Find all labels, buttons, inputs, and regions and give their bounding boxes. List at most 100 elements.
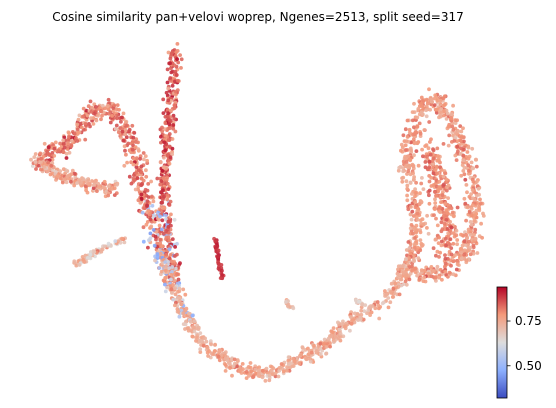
data-point	[69, 172, 74, 177]
data-point	[113, 239, 118, 244]
data-point	[158, 160, 163, 165]
data-point	[75, 122, 80, 127]
data-point	[397, 165, 402, 170]
data-point	[463, 177, 468, 182]
data-point	[331, 326, 336, 330]
data-point	[427, 188, 432, 193]
data-point	[108, 120, 113, 125]
data-point	[216, 261, 221, 266]
data-point	[439, 243, 444, 248]
data-point	[49, 163, 54, 168]
data-point	[217, 349, 221, 354]
data-point	[440, 193, 445, 198]
data-point	[215, 255, 220, 259]
data-point	[447, 270, 452, 275]
data-point	[455, 262, 460, 267]
data-point	[468, 232, 473, 237]
data-point	[447, 249, 452, 254]
data-point	[417, 202, 422, 207]
data-point	[465, 190, 469, 195]
data-point	[461, 153, 466, 158]
data-point	[386, 305, 391, 310]
data-point	[103, 244, 107, 249]
data-point	[459, 138, 463, 143]
data-point	[431, 269, 436, 273]
data-point	[138, 157, 143, 161]
data-point	[69, 139, 74, 143]
data-point	[165, 80, 170, 85]
data-point	[451, 103, 455, 108]
data-point	[468, 245, 472, 250]
data-point	[163, 121, 168, 126]
data-point	[425, 213, 429, 218]
data-point	[408, 226, 413, 231]
data-point	[194, 339, 198, 343]
data-point	[175, 78, 180, 83]
data-point	[109, 244, 113, 248]
data-point	[442, 102, 447, 107]
data-point	[419, 95, 424, 100]
data-point	[455, 118, 459, 123]
data-point	[112, 103, 117, 108]
data-point	[388, 290, 393, 294]
data-point	[160, 218, 165, 223]
data-point	[162, 140, 167, 145]
data-point	[166, 98, 171, 103]
data-point	[438, 250, 442, 255]
data-point	[39, 156, 43, 161]
data-point	[173, 129, 178, 134]
data-point	[176, 289, 180, 294]
data-point	[173, 286, 178, 291]
data-point	[61, 150, 66, 154]
data-point	[464, 183, 469, 187]
data-point	[331, 330, 335, 334]
data-point	[421, 106, 426, 110]
data-point	[284, 300, 288, 304]
data-point	[480, 235, 484, 240]
data-point	[366, 308, 371, 313]
data-point	[133, 145, 138, 150]
data-point	[159, 227, 164, 232]
data-point	[120, 115, 124, 120]
data-point	[404, 267, 409, 272]
data-point	[42, 165, 47, 169]
data-point	[138, 201, 143, 205]
data-point	[279, 362, 284, 366]
data-point	[142, 157, 146, 162]
data-point	[198, 347, 203, 352]
data-point	[444, 243, 448, 248]
data-point	[218, 276, 223, 280]
data-point	[171, 123, 176, 127]
data-point	[162, 194, 166, 199]
data-point	[58, 169, 63, 174]
data-point	[161, 231, 166, 236]
data-point	[211, 352, 216, 357]
data-point	[276, 374, 281, 379]
data-point	[159, 140, 163, 145]
data-point	[110, 114, 114, 118]
data-point	[478, 201, 483, 206]
data-point	[404, 179, 409, 184]
data-point	[170, 270, 174, 274]
data-point	[84, 108, 89, 113]
data-point	[420, 243, 425, 247]
data-point	[253, 367, 258, 372]
data-point	[163, 134, 168, 138]
data-point	[254, 372, 258, 376]
data-point	[404, 139, 409, 144]
data-point	[175, 42, 180, 46]
data-point	[329, 334, 333, 338]
data-point	[122, 163, 127, 168]
data-point	[223, 363, 228, 367]
data-point	[152, 243, 157, 248]
data-point	[238, 369, 242, 374]
data-point	[454, 267, 459, 272]
data-point	[172, 116, 177, 121]
data-point	[399, 148, 403, 153]
data-point	[435, 98, 440, 103]
data-point	[413, 267, 418, 271]
data-point	[443, 236, 448, 241]
data-point	[437, 235, 441, 240]
data-point	[459, 135, 464, 140]
data-point	[411, 214, 416, 218]
